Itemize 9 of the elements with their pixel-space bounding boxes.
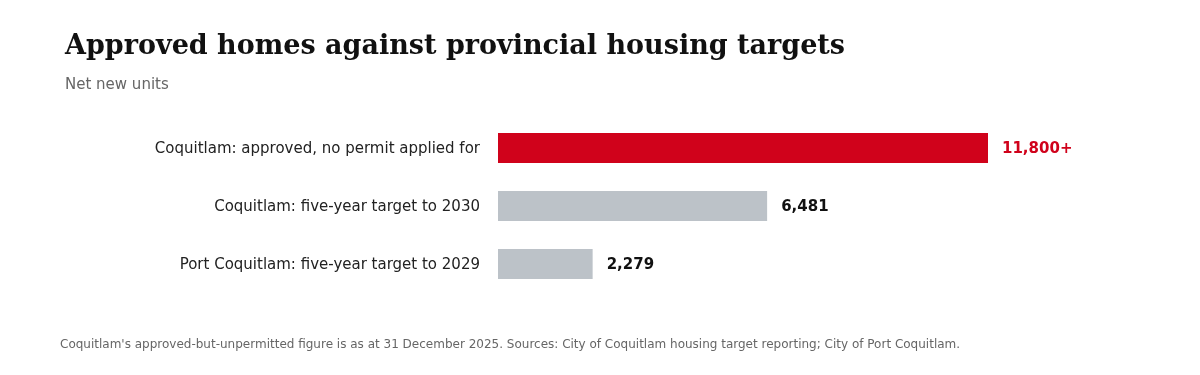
data-label: 6,481 bbox=[781, 197, 829, 215]
text: Net new units bbox=[65, 74, 169, 93]
y-tick-label: Coquitlam: five-year target to 2030 bbox=[214, 197, 480, 215]
chart-title: Approved homes against provincial housing targets bbox=[64, 29, 845, 60]
data-label: 2,279 bbox=[606, 255, 655, 273]
data-label: 11,800+ bbox=[1002, 139, 1073, 157]
y-tick-label: Coquitlam: approved, no permit applied for bbox=[154, 139, 481, 157]
y-tick-label: Port Coquitlam: five-year target to 2029 bbox=[179, 255, 480, 273]
text: Coquitlam's approved-but-unpermitted figure is as at 31 December 2025. Sources: City of Coquitlam housing target reporting; City of Port Coquitlam. bbox=[60, 337, 961, 351]
